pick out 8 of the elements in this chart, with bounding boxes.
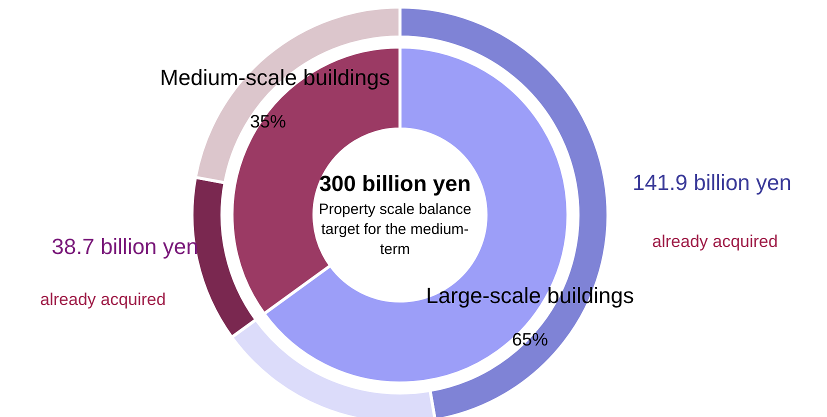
- text: Property scale balance target for the medium-term: [318, 200, 472, 260]
- data-label: 141.9 billion yen: [632, 170, 792, 196]
- slice-label: Large-scale buildings: [426, 283, 634, 309]
- slice-label: already acquired: [40, 290, 166, 310]
- text: 300 billion yen: [319, 171, 471, 197]
- slice-label: already acquired: [652, 232, 778, 252]
- data-label: 38.7 billion yen: [52, 234, 198, 260]
- slice-label: Medium-scale buildings: [160, 65, 390, 91]
